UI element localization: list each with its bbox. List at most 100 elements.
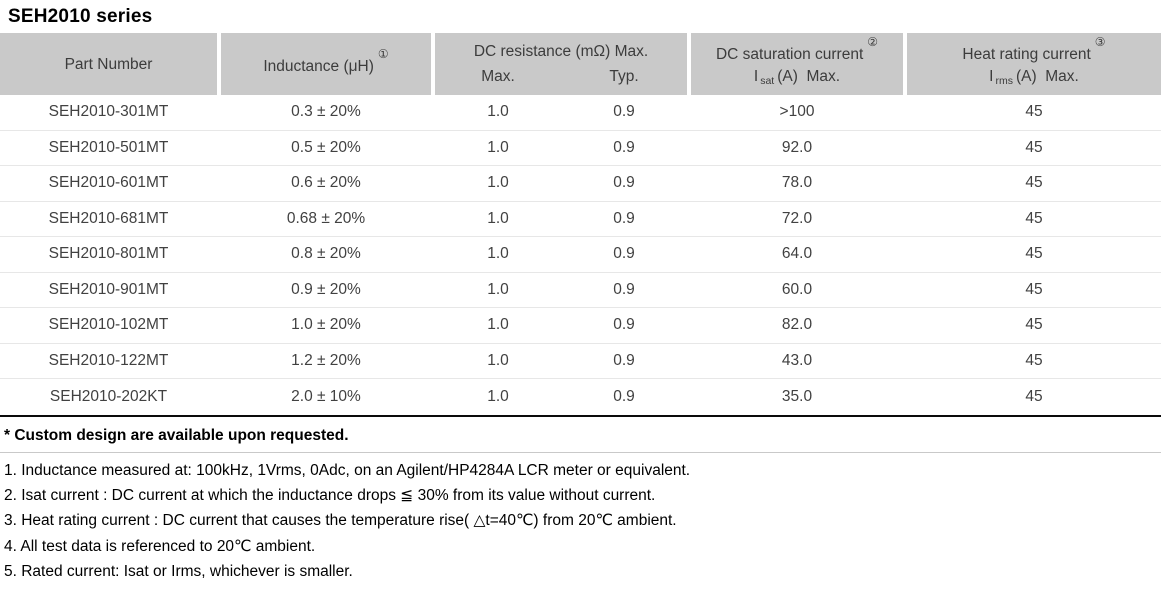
note-ref-1-icon: ①: [377, 46, 389, 61]
table-body: SEH2010-301MT 0.3 ± 20% 1.0 0.9 >100 45 …: [0, 95, 1161, 417]
cell-irms: 45: [1025, 209, 1043, 227]
spec-table: Part Number Inductance (μH)① DC resistan…: [0, 33, 1161, 417]
cell-inductance: 0.3 ± 20%: [291, 103, 361, 121]
cell-irms: 45: [1025, 316, 1043, 334]
cell-dcr-typ: 0.9: [613, 138, 635, 156]
table-row: SEH2010-122MT 1.2 ± 20% 1.0 0.9 43.0 45: [0, 344, 1161, 379]
custom-design-note: * Custom design are available upon reque…: [0, 417, 1161, 453]
cell-irms: 45: [1025, 280, 1043, 298]
header-label-heat-rating: Heat rating current③: [962, 35, 1105, 65]
cell-dcr-typ: 0.9: [613, 316, 635, 334]
isat-symbol: I: [753, 68, 759, 86]
cell-dcr-typ: 0.9: [613, 209, 635, 227]
cell-inductance: 2.0 ± 10%: [291, 387, 361, 405]
irms-subscript: rms: [995, 75, 1013, 88]
header-label-part-number: Part Number: [64, 55, 153, 73]
page-title: SEH2010 series: [8, 6, 153, 27]
cell-part-number: SEH2010-202KT: [49, 387, 168, 405]
cell-irms: 45: [1025, 174, 1043, 192]
cell-part-number: SEH2010-601MT: [48, 174, 169, 192]
table-row: SEH2010-601MT 0.6 ± 20% 1.0 0.9 78.0 45: [0, 166, 1161, 202]
irms-units: (A) Max.: [1015, 68, 1079, 86]
subheader-label-max: Max.: [481, 68, 515, 85]
table-row: SEH2010-102MT 1.0 ± 20% 1.0 0.9 82.0 45: [0, 308, 1161, 344]
table-header-row: Part Number Inductance (μH)① DC resistan…: [0, 33, 1161, 95]
note-ref-2-icon: ②: [867, 34, 879, 49]
footnote-3: 3. Heat rating current : DC current that…: [4, 512, 677, 530]
cell-dcr-typ: 0.9: [613, 174, 635, 192]
table-row: SEH2010-301MT 0.3 ± 20% 1.0 0.9 >100 45: [0, 95, 1161, 131]
cell-inductance: 0.9 ± 20%: [291, 280, 361, 298]
cell-isat: 64.0: [781, 245, 813, 263]
cell-dcr-typ: 0.9: [613, 103, 635, 121]
dc-resistance-subheader-row: Max. Typ.: [435, 66, 687, 87]
cell-inductance: 1.0 ± 20%: [291, 316, 361, 334]
cell-inductance: 0.8 ± 20%: [291, 245, 361, 263]
table-row: SEH2010-501MT 0.5 ± 20% 1.0 0.9 92.0 45: [0, 131, 1161, 166]
header-column-gap: [217, 33, 221, 95]
cell-dcr-max: 1.0: [487, 103, 509, 121]
cell-dcr-typ: 0.9: [613, 280, 635, 298]
cell-irms: 45: [1025, 387, 1043, 405]
header-label-dc-resistance: DC resistance (mΩ) Max.: [473, 43, 649, 60]
cell-part-number: SEH2010-122MT: [48, 351, 169, 369]
cell-dcr-max: 1.0: [487, 138, 509, 156]
table-row: SEH2010-901MT 0.9 ± 20% 1.0 0.9 60.0 45: [0, 273, 1161, 308]
table-row: SEH2010-801MT 0.8 ± 20% 1.0 0.9 64.0 45: [0, 237, 1161, 273]
note-ref-3-icon: ③: [1094, 34, 1106, 49]
cell-dcr-max: 1.0: [487, 280, 509, 298]
cell-dcr-max: 1.0: [487, 209, 509, 227]
cell-inductance: 0.5 ± 20%: [291, 138, 361, 156]
cell-dcr-max: 1.0: [487, 174, 509, 192]
footnote-1: 1. Inductance measured at: 100kHz, 1Vrms…: [4, 461, 691, 479]
cell-dcr-max: 1.0: [487, 316, 509, 334]
datasheet-page: SEH2010 series Part Number Inductance (μ…: [0, 5, 1161, 594]
cell-part-number: SEH2010-301MT: [48, 103, 169, 121]
cell-part-number: SEH2010-801MT: [48, 245, 169, 263]
header-label-inductance: Inductance (μH)①: [263, 47, 388, 77]
table-row: SEH2010-681MT 0.68 ± 20% 1.0 0.9 72.0 45: [0, 202, 1161, 237]
cell-isat: 35.0: [781, 387, 813, 405]
cell-dcr-max: 1.0: [487, 351, 509, 369]
cell-dcr-typ: 0.9: [613, 387, 635, 405]
cell-inductance: 0.68 ± 20%: [286, 209, 366, 227]
cell-isat: 43.0: [781, 351, 813, 369]
isat-subscript: sat: [760, 75, 775, 88]
cell-isat: 82.0: [781, 316, 813, 334]
header-label-dc-saturation: DC saturation current②: [715, 35, 878, 65]
header-cell-dc-resistance: DC resistance (mΩ) Max. Max. Typ.: [435, 33, 687, 95]
cell-isat: 78.0: [781, 174, 813, 192]
footnote-4: 4. All test data is referenced to 20℃ am…: [4, 537, 316, 555]
subheader-label-typ: Typ.: [609, 68, 639, 85]
cell-irms: 45: [1025, 138, 1043, 156]
cell-irms: 45: [1025, 103, 1043, 121]
footnote-list: 1. Inductance measured at: 100kHz, 1Vrms…: [0, 453, 1161, 585]
cell-part-number: SEH2010-681MT: [48, 209, 169, 227]
cell-dcr-typ: 0.9: [613, 351, 635, 369]
cell-isat: 72.0: [781, 209, 813, 227]
cell-isat: >100: [779, 103, 815, 121]
cell-part-number: SEH2010-501MT: [48, 138, 169, 156]
table-row: SEH2010-202KT 2.0 ± 10% 1.0 0.9 35.0 45: [0, 379, 1161, 415]
dc-saturation-label-text: DC saturation current: [715, 45, 864, 63]
inductance-label-text: Inductance (μH): [263, 58, 374, 76]
cell-irms: 45: [1025, 245, 1043, 263]
cell-part-number: SEH2010-901MT: [48, 280, 169, 298]
header-column-gap: [431, 33, 435, 95]
cell-dcr-max: 1.0: [487, 245, 509, 263]
isat-units: (A) Max.: [777, 68, 841, 86]
cell-isat: 60.0: [781, 280, 813, 298]
footnote-2: 2. Isat current : DC current at which th…: [4, 486, 656, 504]
header-cell-part-number: Part Number: [0, 33, 217, 95]
footnote-5: 5. Rated current: Isat or Irms, whicheve…: [4, 563, 353, 581]
cell-inductance: 0.6 ± 20%: [291, 174, 361, 192]
cell-dcr-max: 1.0: [487, 387, 509, 405]
cell-isat: 92.0: [781, 138, 813, 156]
cell-dcr-typ: 0.9: [613, 245, 635, 263]
cell-irms: 45: [1025, 351, 1043, 369]
header-cell-inductance: Inductance (μH)①: [221, 33, 431, 95]
